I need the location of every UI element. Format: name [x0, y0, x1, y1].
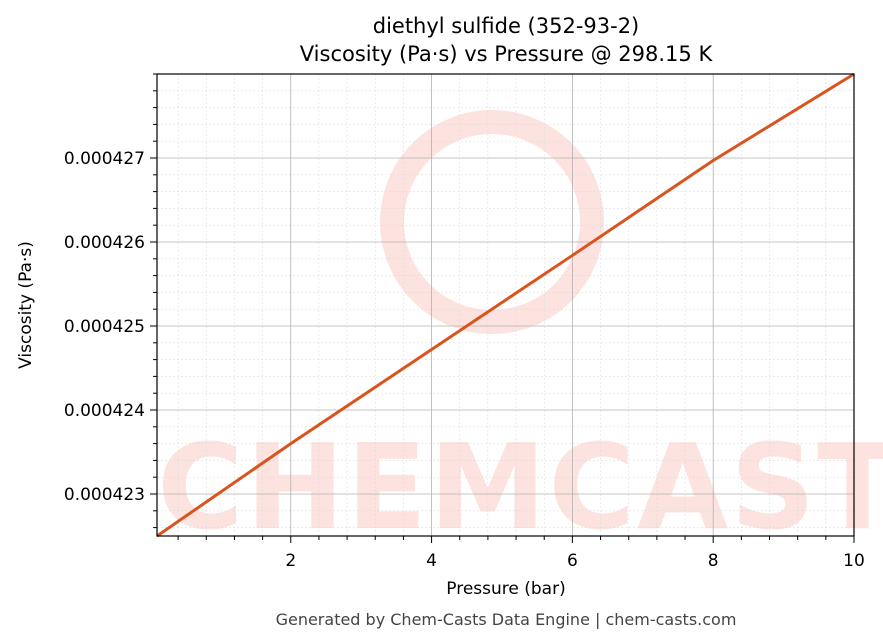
x-tick-label: 6 — [567, 551, 578, 571]
x-tick-label: 4 — [426, 551, 437, 571]
minor-grid — [157, 73, 854, 536]
watermark: CHEMCASTS — [157, 110, 883, 556]
chart-title: diethyl sulfide (352-93-2) — [373, 14, 640, 38]
x-tick-label: 2 — [285, 551, 296, 571]
footer-credit: Generated by Chem-Casts Data Engine | ch… — [276, 610, 737, 629]
y-tick-label: 0.000423 — [64, 485, 145, 505]
x-tick-label: 8 — [708, 551, 719, 571]
y-axis-label: Viscosity (Pa·s) — [16, 241, 36, 369]
y-tick-label: 0.000425 — [64, 317, 145, 337]
y-tick-label: 0.000426 — [64, 233, 145, 253]
ticks — [150, 73, 855, 543]
y-tick-label: 0.000424 — [64, 401, 145, 421]
watermark-text: CHEMCASTS — [157, 418, 883, 556]
series-layer — [156, 72, 855, 538]
watermark-logo — [380, 110, 604, 334]
x-axis-label: Pressure (bar) — [446, 579, 565, 599]
x-tick-label: 10 — [843, 551, 865, 571]
chart-subtitle: Viscosity (Pa·s) vs Pressure @ 298.15 K — [300, 42, 714, 66]
tick-labels: 2 4 6 8 10 0.000423 0.000424 0.000425 0.000426 0.… — [64, 149, 865, 571]
y-tick-label: 0.000427 — [64, 149, 145, 169]
plot-frame — [156, 73, 855, 537]
series-line — [156, 72, 855, 538]
